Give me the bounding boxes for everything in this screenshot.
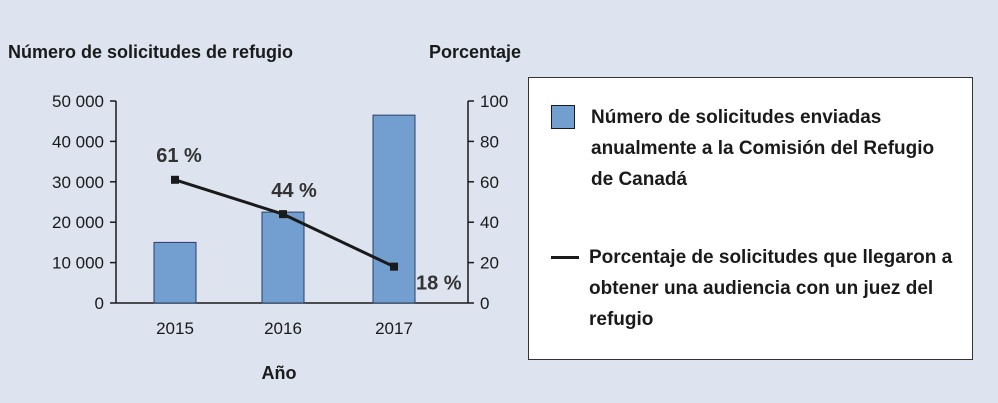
y-left-tick-label: 40 000 (52, 132, 104, 151)
line-point-2016 (279, 210, 287, 219)
legend-bar-swatch (551, 105, 575, 129)
y-left-axis-title: Número de solicitudes de refugio (8, 42, 293, 62)
legend-label-bars: Número de solicitudes enviadas anualment… (591, 107, 935, 190)
line-point-2017 (390, 262, 398, 271)
line-data-label: 61 % (156, 145, 202, 167)
line-point-2015 (171, 175, 179, 184)
combo-chart: Número de solicitudes de refugio Porcent… (8, 42, 521, 383)
y-left-tick-label: 50 000 (52, 92, 104, 111)
legend-label-line: Porcentaje de solicitudes que llegaron a… (589, 247, 953, 330)
bar-2016 (261, 211, 305, 304)
y-right-tick-label: 0 (480, 294, 489, 313)
y-left-tick-label: 10 000 (52, 254, 104, 273)
chart-legend: Número de solicitudes enviadas anualment… (528, 77, 973, 360)
x-tick-label: 2016 (264, 319, 302, 338)
y-left-tick-label: 0 (95, 294, 104, 313)
y-right-tick-label: 60 (480, 173, 499, 192)
y-right-tick-label: 80 (480, 132, 499, 151)
line-data-label: 44 % (271, 180, 317, 202)
y-right-axis-title: Porcentaje (429, 42, 521, 62)
y-left-tick-label: 20 000 (52, 213, 104, 232)
y-left-tick-label: 30 000 (52, 173, 104, 192)
bar-2015 (153, 241, 197, 304)
x-axis-title: Año (262, 363, 297, 383)
y-right-tick-label: 100 (480, 92, 508, 111)
legend-line-swatch (551, 256, 579, 259)
legend-item-line: Porcentaje de solicitudes que llegaron a… (551, 242, 952, 335)
line-data-label: 18 % (416, 273, 462, 295)
y-right-tick-label: 20 (480, 254, 499, 273)
x-tick-label: 2015 (156, 319, 194, 338)
bar-2017 (372, 114, 416, 304)
y-right-tick-label: 40 (480, 213, 499, 232)
x-tick-label: 2017 (375, 319, 413, 338)
legend-item-bars: Número de solicitudes enviadas anualment… (551, 102, 934, 195)
